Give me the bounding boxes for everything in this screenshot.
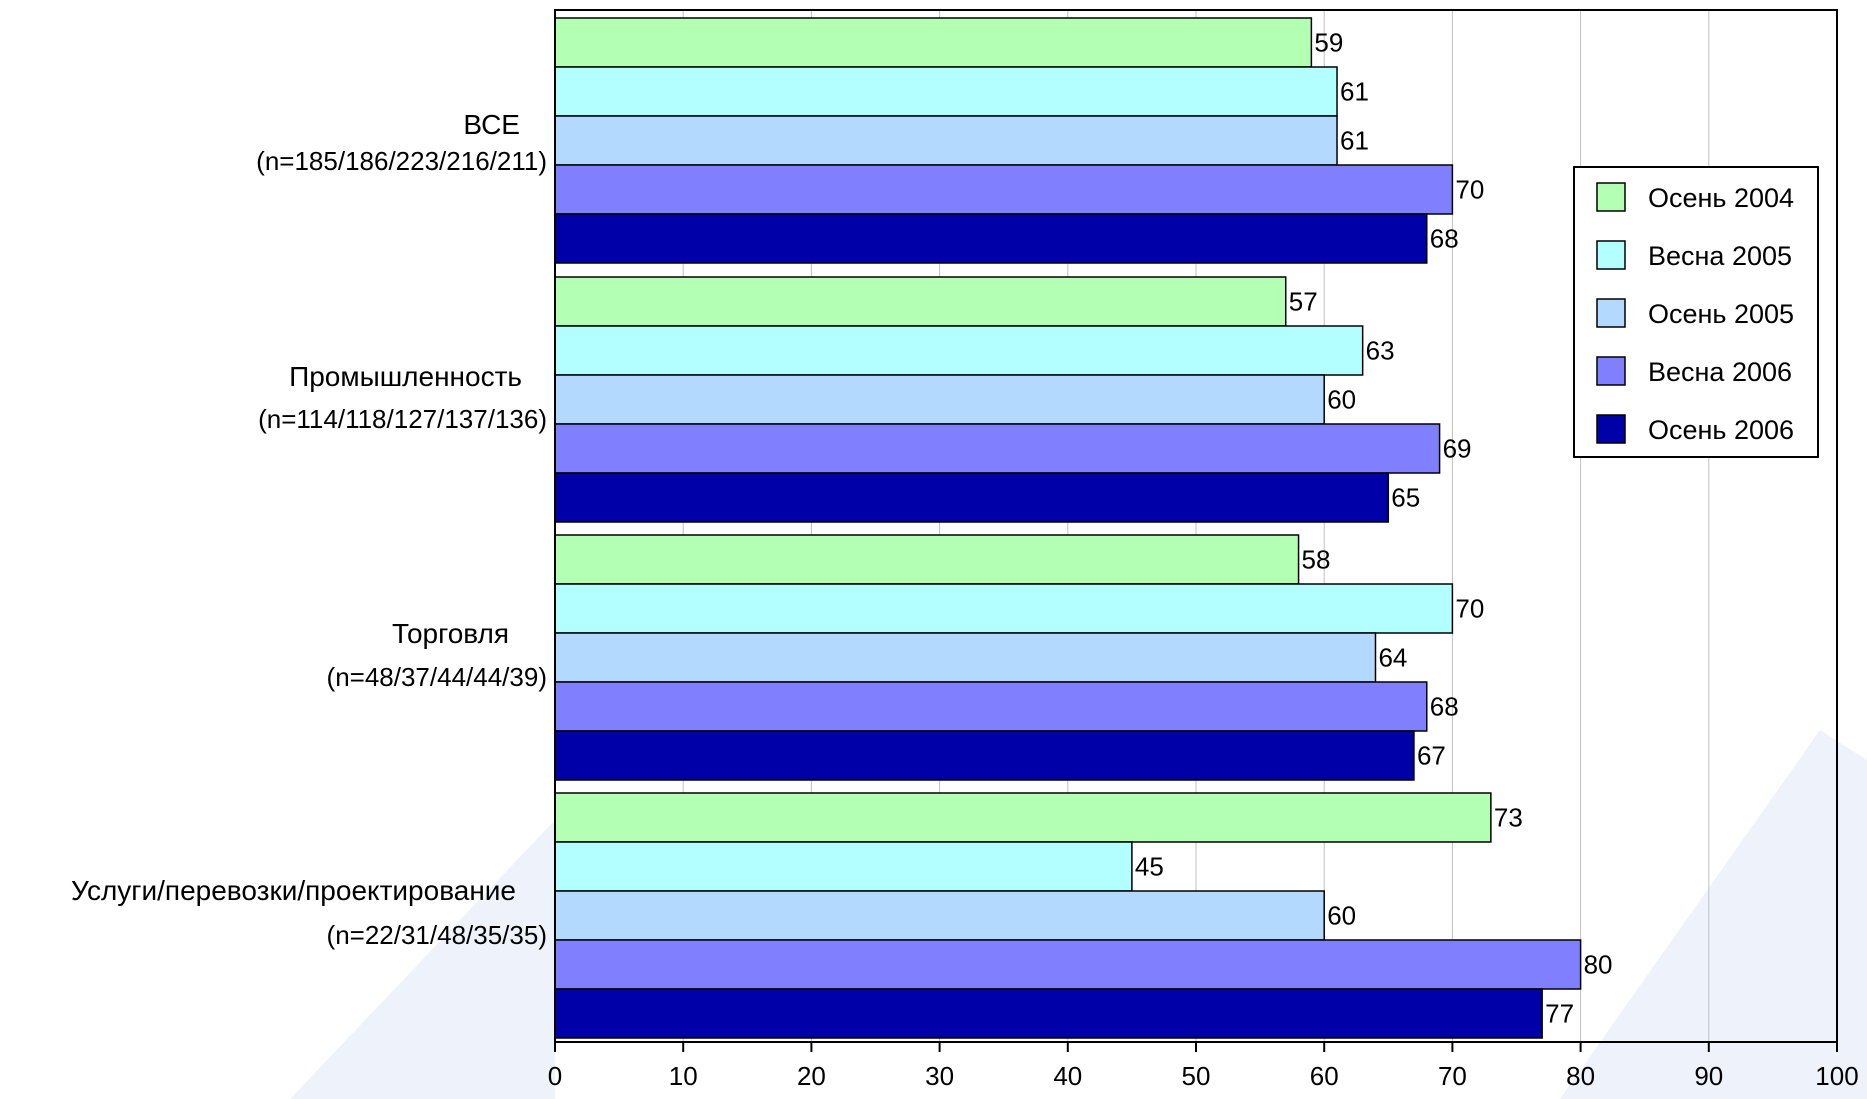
bar-cat1-series0	[554, 276, 1287, 327]
bars	[554, 17, 1582, 1039]
legend-swatch-1	[1596, 240, 1626, 270]
data-label-cat2-series1: 70	[1455, 594, 1484, 624]
legend-swatch-0	[1596, 182, 1626, 212]
category-label-2: Торговля	[392, 618, 509, 649]
category-sample-size-2: (n=48/37/44/44/39)	[327, 662, 547, 692]
x-tick-label-80: 80	[1566, 1061, 1595, 1091]
data-label-cat3-series1: 45	[1135, 852, 1164, 882]
legend-label-2: Осень 2005	[1648, 299, 1794, 329]
bar-cat3-series3	[554, 939, 1582, 990]
legend: Осень 2004 Весна 2005 Осень 2005 Весна 2006…	[1573, 166, 1819, 458]
data-label-cat2-series2: 64	[1378, 643, 1407, 673]
axes: 0 10 20 30 40 50 60 70 80 90 100	[548, 9, 1859, 1091]
data-label-cat3-series4: 77	[1545, 999, 1574, 1029]
data-label-cat3-series2: 60	[1327, 901, 1356, 931]
x-tick-label-40: 40	[1053, 1061, 1082, 1091]
bar-cat1-series4	[554, 472, 1390, 523]
data-label-cat1-series3: 69	[1443, 434, 1472, 464]
legend-swatch-3	[1596, 356, 1626, 386]
data-label-cat1-series1: 63	[1366, 336, 1395, 366]
data-label-cat3-series3: 80	[1584, 950, 1613, 980]
bar-cat2-series4	[554, 730, 1415, 781]
bar-cat0-series1	[554, 66, 1338, 117]
background-shape-right	[1560, 730, 1867, 1099]
bar-cat0-series4	[554, 213, 1428, 264]
bar-cat3-series0	[554, 792, 1492, 843]
bar-cat1-series1	[554, 325, 1364, 376]
background-shape-left	[290, 820, 555, 1099]
data-label-cat1-series4: 65	[1391, 483, 1420, 513]
x-tick-label-20: 20	[797, 1061, 826, 1091]
bar-cat3-series4	[554, 988, 1543, 1039]
legend-swatch-2	[1596, 298, 1626, 328]
legend-box	[1573, 166, 1819, 458]
bar-cat0-series3	[554, 164, 1454, 215]
data-label-cat0-series2: 61	[1340, 126, 1369, 156]
category-labels: ВСЕ (n=185/186/223/216/211) Промышленность…	[71, 109, 547, 950]
x-tick-label-90: 90	[1694, 1061, 1723, 1091]
legend-label-0: Осень 2004	[1648, 183, 1794, 213]
data-label-cat0-series1: 61	[1340, 77, 1369, 107]
data-label-cat3-series0: 73	[1494, 803, 1523, 833]
category-sample-size-0: (n=185/186/223/216/211)	[256, 146, 547, 176]
bar-cat3-series2	[554, 890, 1325, 941]
data-label-cat2-series4: 67	[1417, 741, 1446, 771]
bar-cat2-series0	[554, 534, 1300, 585]
category-label-1: Промышленность	[289, 361, 522, 392]
data-label-cat2-series0: 58	[1302, 545, 1331, 575]
data-label-cat0-series0: 59	[1314, 28, 1343, 58]
category-label-3: Услуги/перевозки/проектирование	[71, 875, 516, 906]
data-label-cat0-series3: 70	[1455, 175, 1484, 205]
bar-cat0-series2	[554, 115, 1338, 166]
x-tick-label-30: 30	[925, 1061, 954, 1091]
data-label-cat1-series2: 60	[1327, 385, 1356, 415]
legend-label-3: Весна 2006	[1648, 357, 1792, 387]
x-tick-label-60: 60	[1310, 1061, 1339, 1091]
legend-swatch-4	[1596, 414, 1626, 444]
data-labels: 59 61 61 70 68 57 63 60 69 65 58 70 64 68 67 73 45 60 80 77	[1135, 28, 1613, 1029]
bar-cat2-series3	[554, 681, 1428, 732]
x-tick-label-50: 50	[1182, 1061, 1211, 1091]
x-tick-label-70: 70	[1438, 1061, 1467, 1091]
legend-label-4: Осень 2006	[1648, 415, 1794, 445]
x-tick-label-100: 100	[1815, 1061, 1858, 1091]
bar-cat0-series0	[554, 17, 1313, 68]
bar-cat1-series3	[554, 423, 1441, 474]
bar-cat2-series2	[554, 632, 1377, 683]
x-tick-label-10: 10	[669, 1061, 698, 1091]
legend-label-1: Весна 2005	[1648, 241, 1792, 271]
category-sample-size-1: (n=114/118/127/137/136)	[258, 404, 547, 434]
bar-cat3-series1	[554, 841, 1133, 892]
bar-cat1-series2	[554, 374, 1325, 425]
category-sample-size-3: (n=22/31/48/35/35)	[327, 920, 547, 950]
background-decoration	[290, 730, 1867, 1099]
data-label-cat1-series0: 57	[1289, 287, 1318, 317]
data-label-cat2-series3: 68	[1430, 692, 1459, 722]
category-label-0: ВСЕ	[463, 109, 520, 140]
data-label-cat0-series4: 68	[1430, 224, 1459, 254]
bar-cat2-series1	[554, 583, 1454, 634]
x-tick-label-0: 0	[548, 1061, 562, 1091]
